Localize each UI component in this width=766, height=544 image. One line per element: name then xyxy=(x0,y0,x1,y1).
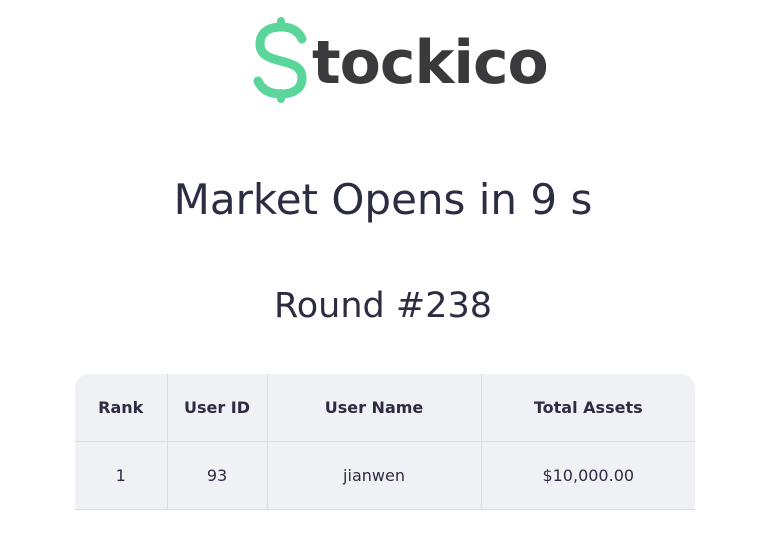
round-number: Round #238 xyxy=(274,286,492,326)
cell-rank: 1 xyxy=(75,441,168,510)
column-header-user-id: User ID xyxy=(167,374,268,442)
column-header-total-assets: Total Assets xyxy=(481,374,695,442)
logo-wordmark: tockico xyxy=(312,28,549,98)
cell-user-id: 93 xyxy=(167,441,268,510)
table-row: 1 93 jianwen $10,000.00 xyxy=(75,441,695,510)
market-countdown: Market Opens in 9 s xyxy=(173,175,593,224)
stockico-logo: tockico xyxy=(252,14,549,106)
column-header-user-name: User Name xyxy=(267,374,482,442)
leaderboard-table: Rank User ID User Name Total Assets 1 93… xyxy=(75,374,695,510)
column-header-rank: Rank xyxy=(75,374,168,442)
cell-total-assets: $10,000.00 xyxy=(481,441,695,510)
dollar-sign-icon xyxy=(253,17,307,103)
cell-user-name: jianwen xyxy=(267,441,482,510)
table-header-row: Rank User ID User Name Total Assets xyxy=(75,374,695,442)
leaderboard-table-container: Rank User ID User Name Total Assets 1 93… xyxy=(75,374,695,510)
